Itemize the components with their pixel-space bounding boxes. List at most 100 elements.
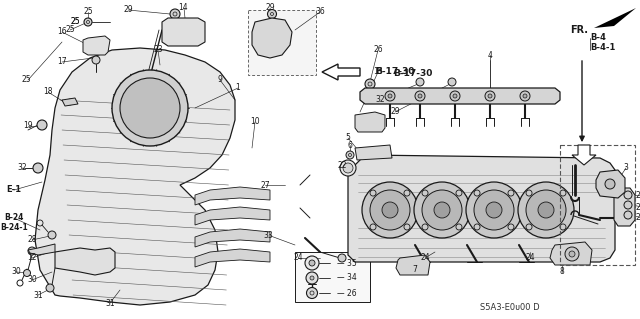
Text: 15: 15: [373, 68, 383, 77]
Circle shape: [518, 182, 574, 238]
Polygon shape: [614, 188, 635, 226]
Circle shape: [67, 99, 73, 105]
Circle shape: [92, 56, 100, 64]
Circle shape: [404, 190, 410, 196]
Polygon shape: [28, 244, 55, 255]
Circle shape: [37, 120, 47, 130]
Circle shape: [624, 211, 632, 219]
Text: 24: 24: [293, 254, 303, 263]
Circle shape: [422, 224, 428, 230]
Circle shape: [33, 163, 43, 173]
Circle shape: [309, 260, 315, 266]
Polygon shape: [596, 170, 625, 198]
Circle shape: [508, 224, 514, 230]
Polygon shape: [252, 18, 292, 58]
Circle shape: [307, 287, 317, 299]
Text: 28: 28: [28, 235, 36, 244]
Circle shape: [453, 94, 457, 98]
Circle shape: [624, 201, 632, 209]
Circle shape: [24, 270, 31, 277]
Text: 24: 24: [420, 254, 430, 263]
Circle shape: [346, 151, 354, 159]
Circle shape: [305, 256, 319, 270]
Text: 25: 25: [65, 26, 75, 34]
Text: 29: 29: [390, 108, 400, 116]
Text: 12: 12: [28, 254, 36, 263]
Circle shape: [28, 247, 36, 255]
Text: 5: 5: [346, 133, 351, 143]
Circle shape: [404, 224, 410, 230]
Circle shape: [466, 182, 522, 238]
Circle shape: [526, 190, 532, 196]
Text: 6: 6: [348, 140, 353, 150]
Circle shape: [416, 78, 424, 86]
Circle shape: [370, 190, 376, 196]
Circle shape: [485, 91, 495, 101]
Text: 31: 31: [105, 299, 115, 308]
Text: 29: 29: [265, 4, 275, 12]
Circle shape: [523, 94, 527, 98]
Polygon shape: [62, 98, 78, 106]
Circle shape: [605, 179, 615, 189]
Circle shape: [474, 190, 514, 230]
Circle shape: [84, 18, 92, 26]
Circle shape: [385, 91, 395, 101]
Text: 25: 25: [83, 8, 93, 17]
Circle shape: [474, 224, 480, 230]
Text: 27: 27: [260, 181, 270, 189]
Text: 19: 19: [23, 122, 33, 130]
Text: 29: 29: [123, 5, 133, 14]
Circle shape: [112, 70, 188, 146]
Circle shape: [365, 79, 375, 89]
Circle shape: [382, 202, 398, 218]
Polygon shape: [322, 64, 360, 80]
Text: 16: 16: [57, 27, 67, 36]
Circle shape: [520, 91, 530, 101]
Circle shape: [560, 190, 566, 196]
Circle shape: [560, 224, 566, 230]
Text: 8: 8: [559, 268, 564, 277]
Polygon shape: [83, 36, 110, 55]
Circle shape: [370, 224, 376, 230]
Text: 18: 18: [44, 87, 52, 97]
Circle shape: [526, 224, 532, 230]
Circle shape: [508, 190, 514, 196]
Circle shape: [565, 247, 579, 261]
Text: 1: 1: [236, 84, 241, 93]
Circle shape: [415, 91, 425, 101]
Circle shape: [268, 10, 276, 19]
Polygon shape: [348, 155, 615, 262]
Text: B-24: B-24: [4, 213, 24, 222]
Text: 25: 25: [70, 18, 80, 26]
Circle shape: [569, 251, 575, 257]
Circle shape: [48, 231, 56, 239]
Polygon shape: [55, 248, 115, 275]
Text: 32: 32: [375, 95, 385, 105]
Circle shape: [486, 202, 502, 218]
Polygon shape: [162, 18, 205, 46]
Text: B-17-30: B-17-30: [393, 69, 433, 78]
Circle shape: [362, 182, 418, 238]
Circle shape: [343, 163, 353, 173]
Circle shape: [306, 272, 318, 284]
Polygon shape: [360, 88, 560, 104]
Text: — 26: — 26: [337, 288, 356, 298]
Circle shape: [414, 182, 470, 238]
Circle shape: [450, 91, 460, 101]
Bar: [560, 145, 635, 265]
Text: 33: 33: [263, 231, 273, 240]
Circle shape: [310, 276, 314, 280]
Text: 30: 30: [27, 276, 37, 285]
Text: 14: 14: [178, 4, 188, 12]
Text: 10: 10: [250, 117, 260, 127]
Text: B-4-1: B-4-1: [590, 43, 616, 53]
Circle shape: [456, 190, 462, 196]
Text: 36: 36: [315, 8, 325, 17]
Circle shape: [488, 94, 492, 98]
Circle shape: [170, 9, 180, 19]
Circle shape: [538, 202, 554, 218]
Text: 32: 32: [17, 164, 27, 173]
Text: 30: 30: [11, 268, 21, 277]
Polygon shape: [594, 8, 636, 28]
Polygon shape: [195, 207, 270, 225]
